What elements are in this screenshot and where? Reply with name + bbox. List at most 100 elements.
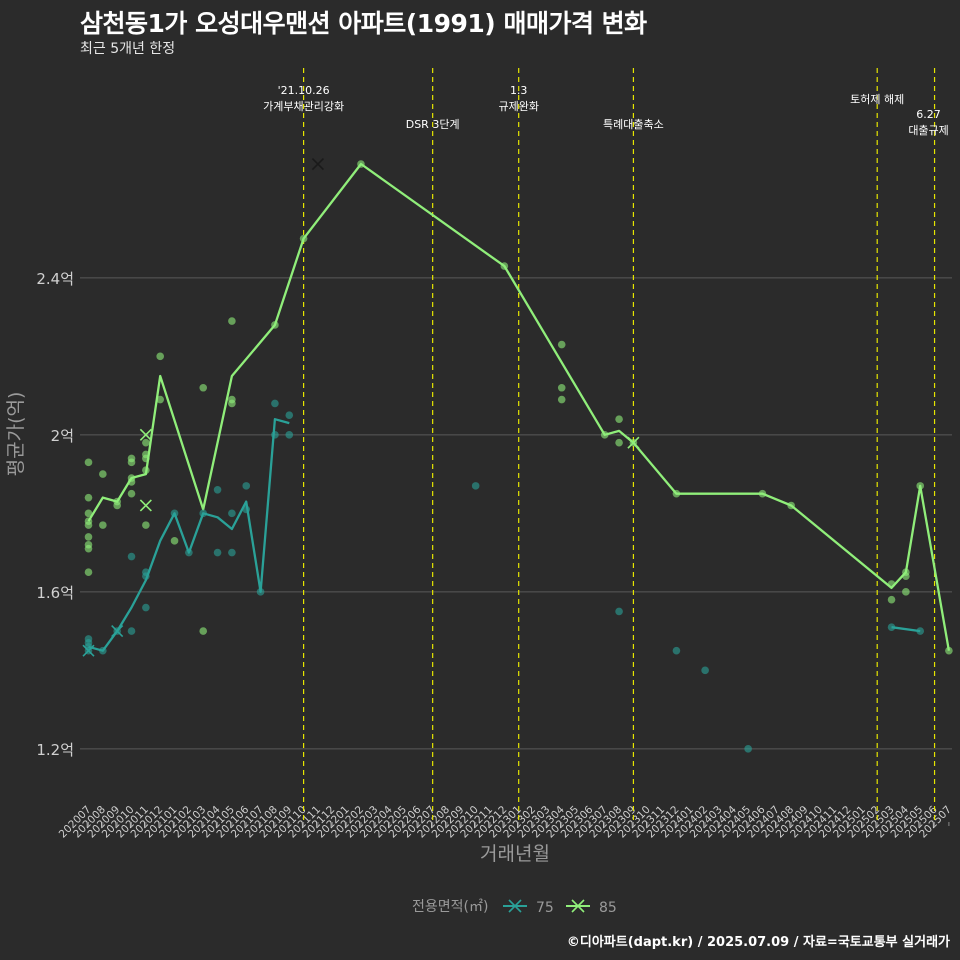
data-point-85 bbox=[916, 482, 925, 490]
data-point-85 bbox=[228, 317, 236, 325]
event-label: 토허제 해제 bbox=[850, 92, 904, 106]
event-label: 대출규제 bbox=[908, 124, 948, 137]
event-label: '21.10.26 bbox=[278, 84, 330, 97]
event-label: 특례대출축소 bbox=[603, 118, 664, 131]
data-point-85 bbox=[84, 517, 93, 525]
data-point-85 bbox=[615, 415, 623, 423]
data-point-85 bbox=[887, 580, 896, 588]
data-point-85 bbox=[127, 474, 136, 482]
data-point-85 bbox=[271, 321, 279, 329]
cross-marker-85 bbox=[139, 428, 152, 441]
chart-subtitle: 최근 5개년 한정 bbox=[80, 41, 176, 57]
data-point-75 bbox=[185, 548, 193, 557]
data-point-85 bbox=[557, 395, 566, 404]
data-point-85 bbox=[84, 533, 93, 541]
event-label: 1.3 bbox=[510, 84, 528, 97]
cross-marker-85 bbox=[627, 436, 640, 449]
data-point-75 bbox=[127, 627, 136, 635]
data-point-75 bbox=[701, 666, 709, 675]
data-point-75 bbox=[242, 505, 251, 514]
data-point-75 bbox=[471, 482, 480, 490]
data-point-85 bbox=[787, 501, 795, 510]
data-point-85 bbox=[199, 627, 208, 635]
data-point-75 bbox=[228, 548, 236, 557]
data-point-75 bbox=[672, 646, 681, 655]
event-label: 규제완화 bbox=[498, 100, 538, 113]
data-point-85 bbox=[945, 646, 953, 655]
data-point-85 bbox=[615, 438, 623, 447]
x-axis-label: 거래년월 bbox=[480, 843, 550, 865]
data-point-85 bbox=[887, 595, 896, 604]
data-point-75 bbox=[916, 627, 925, 635]
data-point-75 bbox=[99, 646, 107, 655]
event-label: 가계부채관리강화 bbox=[263, 100, 344, 113]
data-point-85 bbox=[84, 458, 93, 467]
data-point-85 bbox=[500, 262, 509, 270]
data-point-85 bbox=[156, 395, 164, 404]
data-point-75 bbox=[142, 568, 150, 577]
data-point-75 bbox=[213, 548, 222, 557]
data-point-75 bbox=[170, 509, 179, 518]
data-point-85 bbox=[142, 450, 150, 459]
legend-swatch-cross bbox=[508, 899, 522, 913]
data-point-85 bbox=[156, 352, 164, 361]
data-point-75 bbox=[84, 635, 93, 643]
y-tick-label: 2억 bbox=[51, 427, 74, 445]
data-point-85 bbox=[557, 340, 566, 349]
gridlines bbox=[80, 277, 952, 750]
data-point-75 bbox=[256, 588, 265, 596]
data-point-75 bbox=[142, 603, 150, 612]
data-point-85 bbox=[170, 537, 179, 545]
legend-swatch-cross bbox=[571, 899, 585, 913]
legend-title: 전용면적(㎡) bbox=[412, 899, 488, 915]
data-point-75 bbox=[285, 411, 294, 420]
y-axis-ticks: 1.2억 1.6억 2억 2.4억 bbox=[36, 270, 74, 759]
legend: 전용면적(㎡) 75 85 bbox=[412, 899, 617, 916]
event-label: 6.27 bbox=[916, 108, 941, 121]
data-point-75 bbox=[199, 509, 208, 518]
data-point-75 bbox=[271, 399, 279, 408]
data-point-85 bbox=[228, 395, 236, 404]
y-tick-label: 1.2억 bbox=[36, 741, 74, 759]
data-point-85 bbox=[142, 521, 150, 529]
cross-marker bbox=[311, 157, 325, 171]
data-point-85 bbox=[127, 489, 136, 498]
series-lines bbox=[87, 162, 951, 652]
chart-title: 삼천동1가 오성대우맨션 아파트(1991) 매매가격 변화 bbox=[80, 9, 647, 38]
data-point-75 bbox=[213, 485, 222, 494]
data-point-85 bbox=[142, 466, 150, 474]
data-point-85 bbox=[902, 588, 910, 596]
series-line-75 bbox=[88, 418, 290, 652]
data-point-75 bbox=[127, 552, 136, 561]
data-point-75 bbox=[271, 431, 279, 439]
data-point-85 bbox=[142, 438, 150, 447]
data-point-85 bbox=[758, 489, 767, 498]
cross-marker-85 bbox=[139, 499, 152, 512]
data-point-85 bbox=[84, 568, 93, 577]
data-point-75 bbox=[887, 623, 896, 631]
data-point-85 bbox=[672, 489, 681, 498]
legend-label: 75 bbox=[536, 900, 554, 916]
data-point-85 bbox=[299, 234, 308, 243]
data-point-85 bbox=[84, 540, 93, 549]
data-point-75 bbox=[744, 745, 752, 753]
data-point-85 bbox=[902, 568, 910, 577]
data-point-75 bbox=[242, 482, 251, 490]
data-point-85 bbox=[99, 470, 107, 478]
event-label: DSR 3단계 bbox=[406, 118, 460, 131]
data-point-85 bbox=[84, 493, 93, 502]
series-crosses bbox=[82, 157, 640, 657]
cross-marker-75 bbox=[111, 625, 124, 638]
data-point-75 bbox=[615, 607, 623, 616]
data-point-75 bbox=[285, 431, 294, 439]
data-point-85 bbox=[199, 383, 208, 392]
y-tick-label: 2.4억 bbox=[36, 270, 74, 288]
cross-marker-75 bbox=[82, 644, 95, 657]
data-point-85 bbox=[357, 160, 365, 168]
y-axis-label: 평균가(억) bbox=[5, 392, 27, 477]
data-point-85 bbox=[600, 431, 609, 439]
source-caption: ©디아파트(dapt.kr) / 2025.07.09 / 자료=국토교통부 실… bbox=[566, 935, 950, 950]
series-line-85 bbox=[87, 162, 951, 651]
